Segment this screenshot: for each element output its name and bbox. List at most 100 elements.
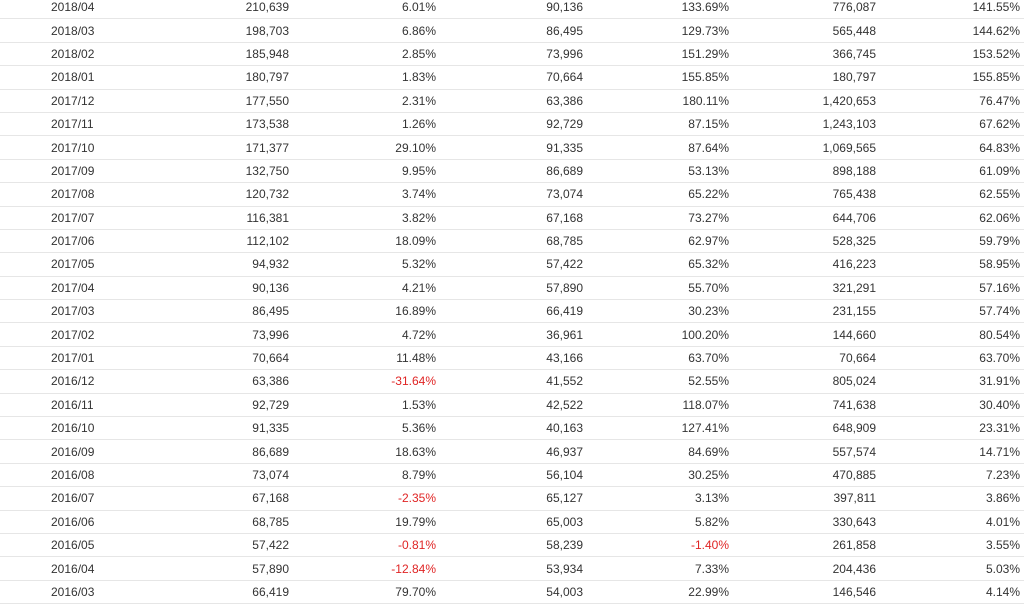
- table-cell: 528,325: [729, 229, 876, 254]
- table-cell: 648,909: [729, 416, 876, 441]
- table-cell: 80.54%: [876, 322, 1024, 347]
- table-cell: 155.85%: [583, 65, 729, 90]
- table-cell: 73,996: [140, 322, 289, 347]
- table-cell: 73,074: [140, 463, 289, 488]
- table-cell: -2.35%: [289, 486, 436, 511]
- table-cell: 1,069,565: [729, 135, 876, 160]
- table-cell: 366,745: [729, 42, 876, 67]
- table-cell: 54,003: [436, 580, 583, 605]
- table-cell: 133.69%: [583, 0, 729, 20]
- table-cell: 59.79%: [876, 229, 1024, 254]
- table-cell: 62.97%: [583, 229, 729, 254]
- table-cell: 29.10%: [289, 135, 436, 160]
- table-row: 2016/09 86,689 18.63% 46,937 84.69% 557,574 14…: [0, 439, 1024, 464]
- table-cell: 321,291: [729, 276, 876, 301]
- table-cell: 2016/10: [0, 416, 140, 441]
- table-cell: 73.27%: [583, 206, 729, 230]
- table-cell: 2016/08: [0, 463, 140, 488]
- table-cell: 57.74%: [876, 299, 1024, 324]
- table-row: 2017/06 112,102 18.09% 68,785 62.97% 528,325 5…: [0, 229, 1024, 254]
- table-row: 2016/10 91,335 5.36% 40,163 127.41% 648,909 23…: [0, 416, 1024, 441]
- table-cell: 70,664: [140, 346, 289, 371]
- table-cell: 14.71%: [876, 439, 1024, 464]
- table-cell: 5.32%: [289, 252, 436, 277]
- table-cell: 66,419: [436, 299, 583, 324]
- table-cell: 2018/02: [0, 42, 140, 67]
- table-cell: 470,885: [729, 463, 876, 488]
- table-cell: 3.13%: [583, 486, 729, 511]
- table-cell: 185,948: [140, 42, 289, 67]
- table-row: 2017/09 132,750 9.95% 86,689 53.13% 898,188 61…: [0, 159, 1024, 184]
- table-cell: 2017/02: [0, 322, 140, 347]
- table-cell: 155.85%: [876, 65, 1024, 90]
- table-cell: 30.40%: [876, 393, 1024, 418]
- table-cell: 171,377: [140, 135, 289, 160]
- table-row: 2017/07 116,381 3.82% 67,168 73.27% 644,706 62…: [0, 206, 1024, 230]
- table-cell: 5.03%: [876, 556, 1024, 581]
- table-cell: -1.40%: [583, 533, 729, 558]
- table-cell: 204,436: [729, 556, 876, 581]
- table-row: 2017/02 73,996 4.72% 36,961 100.20% 144,660 80…: [0, 322, 1024, 347]
- table-row: 2016/05 57,422 -0.81% 58,239 -1.40% 261,858 3.…: [0, 533, 1024, 558]
- table-cell: 2016/04: [0, 556, 140, 581]
- table-cell: 90,136: [436, 0, 583, 20]
- table-cell: 1.83%: [289, 65, 436, 90]
- table-cell: 91,335: [140, 416, 289, 441]
- table-cell: 231,155: [729, 299, 876, 324]
- table-cell: 2018/04: [0, 0, 140, 20]
- table-cell: 65.22%: [583, 182, 729, 207]
- table-row: 2016/04 57,890 -12.84% 53,934 7.33% 204,436 5.…: [0, 556, 1024, 581]
- table-cell: 63,386: [140, 369, 289, 394]
- table-cell: 63,386: [436, 89, 583, 113]
- table-cell: -12.84%: [289, 556, 436, 581]
- table-cell: 42,522: [436, 393, 583, 418]
- table-cell: 58.95%: [876, 252, 1024, 277]
- table-cell: 63.70%: [876, 346, 1024, 371]
- table-cell: 57,422: [436, 252, 583, 277]
- table-cell: 7.33%: [583, 556, 729, 581]
- table-cell: 4.01%: [876, 510, 1024, 534]
- table-cell: 146,546: [729, 580, 876, 605]
- table-row: 2017/03 86,495 16.89% 66,419 30.23% 231,155 57…: [0, 299, 1024, 324]
- table-cell: 65,127: [436, 486, 583, 511]
- table-cell: 73,996: [436, 42, 583, 67]
- table-cell: 30.25%: [583, 463, 729, 488]
- table-cell: 2018/01: [0, 65, 140, 90]
- table-cell: 46,937: [436, 439, 583, 464]
- table-cell: 557,574: [729, 439, 876, 464]
- table-row: 2017/11 173,538 1.26% 92,729 87.15% 1,243,103…: [0, 112, 1024, 137]
- table-cell: 40,163: [436, 416, 583, 441]
- table-row: 2016/11 92,729 1.53% 42,522 118.07% 741,638 30…: [0, 393, 1024, 418]
- table-cell: 330,643: [729, 510, 876, 534]
- table-row: 2018/04 210,639 6.01% 90,136 133.69% 776,087 1…: [0, 0, 1024, 20]
- table-cell: 70,664: [729, 346, 876, 371]
- table-row: 2017/08 120,732 3.74% 73,074 65.22% 765,438 62…: [0, 182, 1024, 207]
- table-cell: 57.16%: [876, 276, 1024, 301]
- table-cell: 2017/06: [0, 229, 140, 254]
- table-cell: 6.86%: [289, 18, 436, 43]
- table-cell: 2016/12: [0, 369, 140, 394]
- table-cell: 53,934: [436, 556, 583, 581]
- table-cell: 776,087: [729, 0, 876, 20]
- table-cell: 141.55%: [876, 0, 1024, 20]
- table-cell: 151.29%: [583, 42, 729, 67]
- table-cell: 4.21%: [289, 276, 436, 301]
- table-cell: 2017/04: [0, 276, 140, 301]
- table-cell: 61.09%: [876, 159, 1024, 184]
- table-cell: 2017/08: [0, 182, 140, 207]
- table-row: 2016/12 63,386 -31.64% 41,552 52.55% 805,024 3…: [0, 369, 1024, 394]
- table-cell: 153.52%: [876, 42, 1024, 67]
- table-cell: 261,858: [729, 533, 876, 558]
- table-cell: 18.63%: [289, 439, 436, 464]
- table-cell: 87.15%: [583, 112, 729, 137]
- table-cell: 2016/06: [0, 510, 140, 534]
- table-cell: 43,166: [436, 346, 583, 371]
- table-cell: 65,003: [436, 510, 583, 534]
- table-cell: 68,785: [140, 510, 289, 534]
- table-cell: 2016/05: [0, 533, 140, 558]
- table-cell: 1.26%: [289, 112, 436, 137]
- table-cell: 55.70%: [583, 276, 729, 301]
- table-cell: 741,638: [729, 393, 876, 418]
- table-cell: 67,168: [140, 486, 289, 511]
- table-cell: 2017/01: [0, 346, 140, 371]
